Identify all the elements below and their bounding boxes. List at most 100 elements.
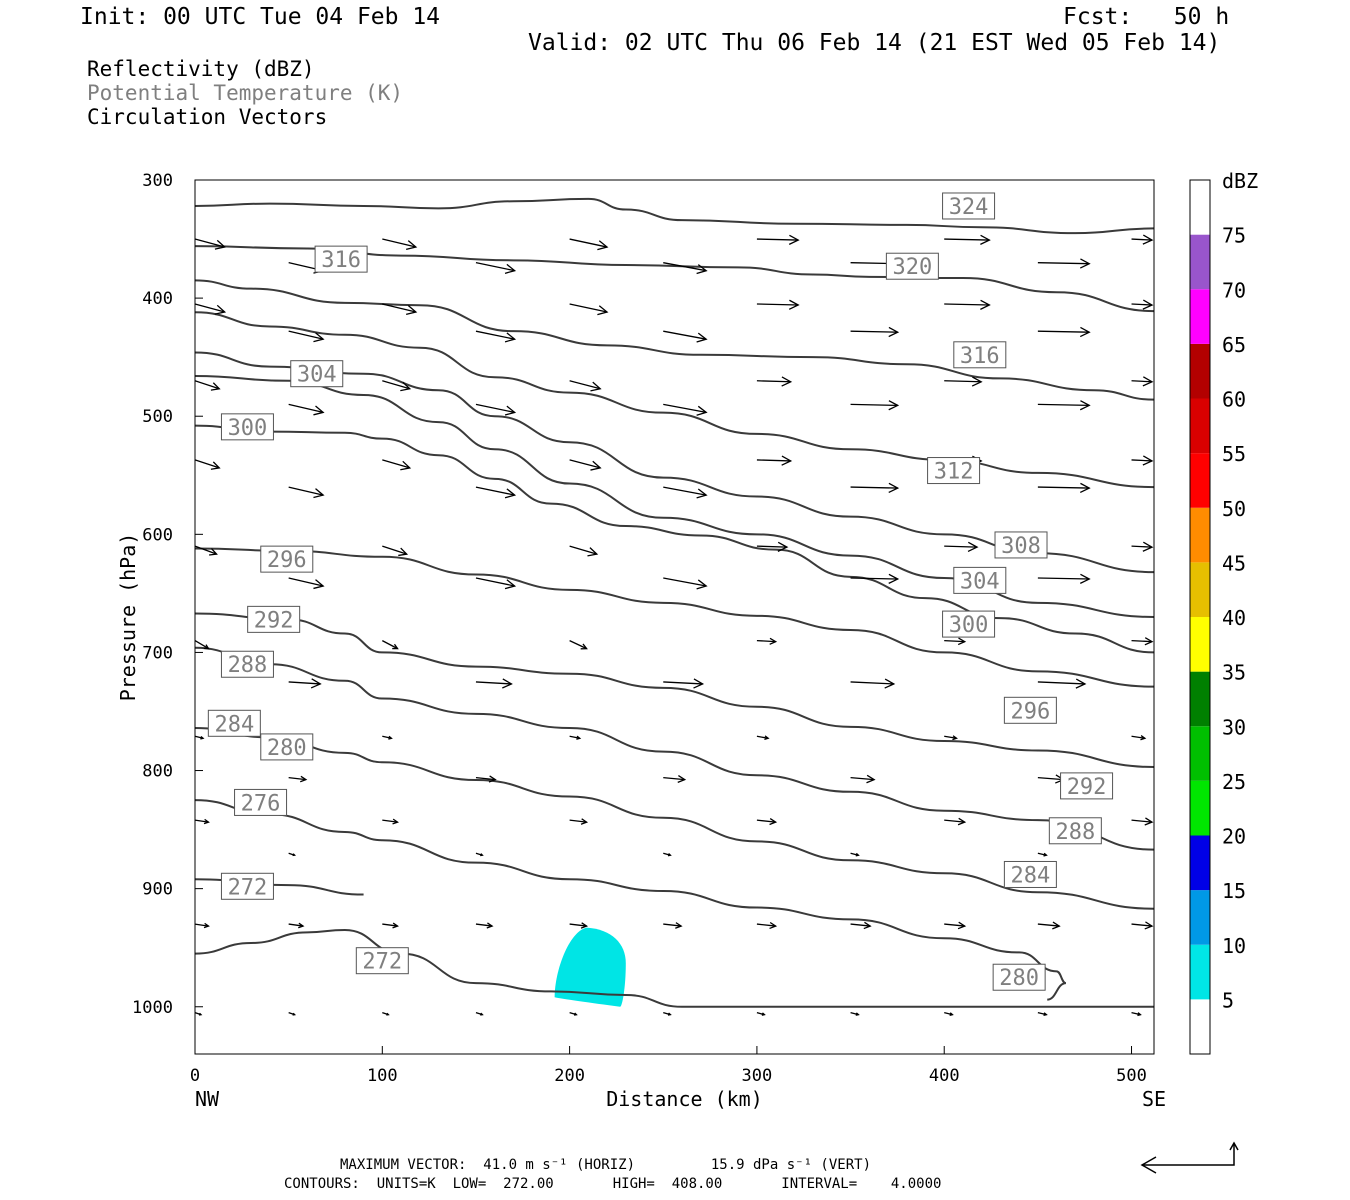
- circulation-vector-head: [667, 853, 672, 857]
- circulation-vector-head: [386, 1012, 390, 1016]
- circulation-vector-head: [1142, 376, 1154, 387]
- theta-label: 316: [960, 344, 1000, 369]
- circulation-vector-head: [781, 376, 793, 387]
- circulation-vector-head: [667, 1012, 672, 1016]
- circulation-vector: [382, 545, 407, 555]
- theta-label-box: [1048, 817, 1102, 845]
- circulation-vector-head: [300, 775, 308, 783]
- circulation-vector-head: [200, 735, 205, 740]
- theta-label-box: [885, 252, 939, 280]
- colorbar-tick-label: 40: [1222, 606, 1246, 630]
- theta-label: 320: [893, 255, 933, 280]
- circulation-vector: [756, 819, 776, 823]
- circulation-vector: [382, 380, 410, 390]
- theta-label-box: [994, 531, 1048, 559]
- colorbar-tick-label: 75: [1222, 224, 1246, 248]
- circulation-vector-head: [967, 541, 979, 552]
- circulation-vector: [756, 923, 776, 927]
- colorbar-tick-label: 70: [1222, 278, 1246, 302]
- contour-info-note: CONTOURS: UNITS=K LOW= 272.00 HIGH= 408.…: [284, 1176, 942, 1192]
- circulation-vector: [944, 303, 990, 306]
- theta-label: 292: [1067, 775, 1107, 800]
- circulation-vector-head: [1140, 735, 1147, 741]
- colorbar-segment: [1190, 180, 1210, 235]
- circulation-vector: [663, 577, 707, 587]
- circulation-vector: [944, 923, 965, 927]
- theta-label: 272: [362, 950, 402, 975]
- circulation-vector-head: [1079, 400, 1091, 411]
- circulation-vector: [194, 238, 225, 248]
- theta-contour-280: [194, 799, 1067, 1001]
- circulation-vector: [569, 735, 580, 739]
- theta-label-box: [942, 610, 996, 638]
- theta-label: 324: [949, 195, 989, 220]
- circulation-vector: [1037, 262, 1090, 265]
- colorbar-tick-label: 5: [1222, 988, 1234, 1012]
- circulation-vector-head: [576, 735, 582, 740]
- theta-label-box: [290, 360, 344, 388]
- colorbar-tick-label: 20: [1222, 825, 1246, 849]
- circulation-vector-head: [952, 735, 958, 741]
- theta-contour-316: [194, 279, 1155, 401]
- circulation-vector-head: [888, 573, 900, 584]
- theta-contour-layer: [194, 197, 1155, 1008]
- theta-label: 316: [321, 248, 361, 273]
- circulation-vector-head: [597, 305, 609, 316]
- circulation-vector: [1131, 380, 1153, 383]
- y-axis-label: Pressure (hPa): [116, 533, 140, 702]
- circulation-vector: [663, 403, 707, 414]
- theta-label-box: [1060, 772, 1114, 800]
- theta-contour-292: [194, 612, 1155, 768]
- circulation-vector-head: [1079, 258, 1091, 269]
- circulation-vector: [850, 330, 898, 333]
- circulation-vector-head: [504, 488, 517, 499]
- plot-frame: [194, 179, 1155, 1055]
- circulation-vector-head: [580, 922, 589, 929]
- circulation-vector-head: [198, 1012, 203, 1016]
- end-label-left: NW: [195, 1087, 220, 1111]
- theta-label: 292: [254, 608, 294, 633]
- circulation-vector: [1131, 545, 1153, 548]
- colorbar-segment: [1190, 507, 1210, 563]
- circulation-vector-head: [1079, 326, 1091, 338]
- circulation-vector-head: [504, 263, 517, 274]
- circulation-vector: [288, 577, 324, 587]
- colorbar-tick-label: 30: [1222, 715, 1246, 739]
- circulation-vector-head: [888, 400, 900, 411]
- circulation-vector-layer: [194, 234, 1154, 1017]
- colorbar-segment: [1190, 780, 1210, 836]
- y-tick-label: 900: [142, 880, 173, 900]
- circulation-vector-head: [313, 405, 325, 416]
- circulation-vector-head: [298, 922, 305, 929]
- circulation-vector-head: [677, 775, 687, 784]
- circulation-vector-head: [769, 921, 778, 930]
- circulation-vector-head: [209, 548, 218, 556]
- circulation-vector: [288, 486, 324, 496]
- circulation-vector: [756, 639, 776, 643]
- circulation-vector: [569, 238, 608, 248]
- theta-label: 284: [1011, 863, 1051, 888]
- circulation-vector: [382, 238, 417, 248]
- circulation-vector-head: [502, 678, 513, 689]
- circulation-vector: [194, 380, 220, 390]
- colorbar-segment: [1190, 234, 1210, 290]
- x-tick-label: 400: [929, 1066, 960, 1086]
- colorbar-segment: [1190, 453, 1210, 508]
- circulation-vector-head: [1137, 1012, 1142, 1017]
- colorbar-segment: [1190, 289, 1210, 344]
- max-vector-note: MAXIMUM VECTOR: 41.0 m s⁻¹ (HORIZ) 15.9 …: [340, 1157, 872, 1173]
- circulation-vector: [569, 819, 587, 823]
- circulation-vector-head: [888, 482, 900, 494]
- colorbar-segment: [1190, 726, 1210, 781]
- circulation-vector: [756, 238, 799, 241]
- circulation-vector-head: [788, 299, 800, 310]
- theta-label: 312: [934, 460, 974, 485]
- theta-label: 276: [241, 791, 281, 816]
- circulation-vector-head: [504, 579, 517, 590]
- colorbar-tick-label: 10: [1222, 934, 1246, 958]
- circulation-vector-head: [696, 264, 708, 275]
- circulation-vector-head: [488, 775, 497, 783]
- circulation-vector: [944, 735, 957, 739]
- circulation-vector-head: [313, 579, 325, 590]
- theta-label-box: [314, 245, 368, 273]
